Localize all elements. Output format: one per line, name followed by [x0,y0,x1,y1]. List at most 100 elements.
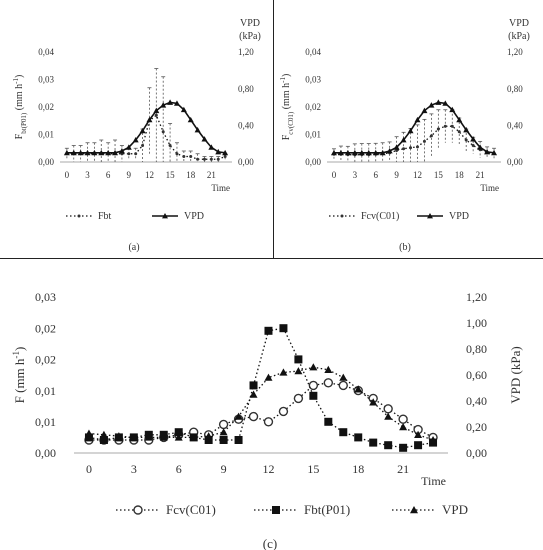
panel-a-data-point [134,152,138,156]
panel-c-legend-marker [133,505,143,515]
panel-c-series-line-1 [88,327,434,449]
panel-b-data-point [421,107,428,114]
panel-a-data-point [194,126,201,133]
panel-c-x-tick-label: 3 [131,462,137,476]
vertical-divider [273,0,274,258]
panel-c-x-tick-label: 9 [221,462,227,476]
panel-a-data-point [63,149,70,156]
panel-c-data-point [174,433,183,441]
panel-b-legend-label: VPD [449,211,469,222]
panel-b-y-left-axis-label: Fcv(C01) (mm h-1) [279,74,295,141]
panel-a-x-tick-label: 12 [145,170,154,180]
panel-b-data-point [393,144,400,150]
panel-a-y-left-tick-label: 0,00 [38,157,54,167]
panel-c-data-point [264,326,273,335]
panel-c-y-right-tick-label: 0,80 [466,342,487,356]
panel-c-legend-label: Fbt(P01) [304,502,350,517]
panel-c-data-point [279,368,288,376]
panel-a-data-point [182,155,186,158]
panel-a-data-point [173,100,180,106]
panel-c-data-point [234,436,243,444]
panel-b-data-point [470,136,477,142]
panel-c-data-point [84,433,93,442]
panel-b-data-point [471,144,475,147]
panel-a-data-point [160,102,167,108]
panel-b-data-point [414,116,421,123]
panel-c-data-point [309,391,318,400]
panel-c-legend-label: Fcv(C01) [166,502,216,517]
panel-a-data-point [180,106,187,113]
panel-a-data-point [161,130,165,134]
panel-b-data-point [484,148,491,155]
panel-c-data-point [309,363,318,371]
panel-c-data-point [248,411,259,422]
panel-a-y-right-axis-label-line1: VPD [240,18,260,29]
panel-c-data-point [249,381,258,390]
panel-a-data-point [98,149,105,156]
panel-b-data-point [491,149,498,156]
panel-a-data-point [132,137,139,143]
panel-c-data-point [99,436,108,444]
panel-c-y-right-tick-label: 1,20 [466,290,487,304]
panel-c-data-point [144,433,153,441]
panel-b-y-left-tick-label: 0,00 [305,157,321,167]
panel-b-x-tick-label: 3 [353,170,358,180]
panel-b-data-point [379,149,386,156]
panel-c-legend-marker [272,506,280,514]
panel-a-y-left-tick-label: 0,01 [38,130,54,140]
panel-c-y-left-tick-label: 0,03 [35,290,56,304]
panel-b-data-point [443,124,447,128]
panel-c-x-tick-label: 21 [397,462,409,476]
panel-c-y-right-axis-label: VPD (kPa) [508,346,523,403]
panel-c-data-point [354,433,363,442]
panel-c-data-point [249,390,258,398]
panel-b-data-point [477,144,484,150]
panel-b-legend-marker [340,214,344,218]
panel-a-data-point [209,157,213,161]
panel-b-y-right-axis-label-line2: (kPa) [508,31,530,42]
panel-a-series-line-1 [66,101,226,154]
panel-a-data-point [216,157,220,161]
panel-a-data-point [118,148,125,154]
panel-b-x-tick-label: 6 [373,170,378,180]
panel-c-data-point [129,433,138,441]
panel-c-data-point [204,432,213,440]
panel-a-y-right-tick-label: 0,80 [238,84,254,94]
panel-a-data-point [105,149,112,156]
panel-c-y-left-axis-label: F (mm h-1) [11,347,27,404]
panel-a-data-point [91,149,98,156]
panel-c-data-point [383,404,393,414]
panel-a-data-point [187,116,194,123]
panel-a-data-point [125,144,132,150]
panel-b-legend-marker [427,213,433,219]
panel-a-data-point [146,116,153,123]
panel-b-data-point [407,127,414,134]
panel-b-y-left-tick-label: 0,02 [305,102,321,112]
panel-c-data-point [219,428,228,436]
panel-b-y-right-tick-label: 1,20 [507,47,523,57]
panel-a-data-point [141,144,145,147]
panel-c-y-left-tick-label: 0,00 [35,446,56,460]
panel-a-data-point [202,157,206,161]
panel-c-data-point [234,412,243,420]
panel-b-data-point [372,149,379,156]
panel-c-y-right-tick-label: 0,20 [466,420,487,434]
panel-a-data-point [70,149,77,156]
panel-c-data-point [294,367,303,375]
panel-a-data-point [189,155,193,158]
panel-c-data-point [398,414,408,424]
panel-c-legend-label: VPD [442,502,468,517]
panel-c-y-right-tick-label: 0,40 [466,394,487,408]
panel-b-x-tick-label: 18 [455,170,465,180]
panel-a-caption: (a) [128,242,139,253]
panel-b-data-point [415,145,419,149]
panel-b-data-point [442,100,449,106]
panel-c-y-left-tick-label: 0,02 [35,353,56,367]
panel-b-data-point [344,149,351,156]
panel-b-legend-label: Fcv(C01) [361,211,399,222]
panel-c-data-point [204,436,213,444]
panel-a-data-point [175,152,179,156]
panel-c-y-right-tick-label: 0,00 [466,446,487,460]
panel-a-data-point [223,155,227,158]
panel-a-data-point [208,144,215,150]
